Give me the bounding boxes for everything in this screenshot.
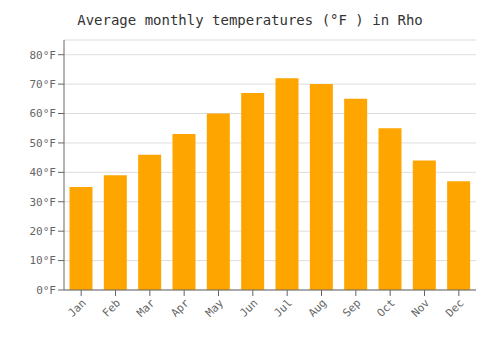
svg-text:Feb: Feb (100, 296, 123, 319)
svg-text:70°F: 70°F (30, 78, 57, 91)
svg-text:30°F: 30°F (30, 196, 57, 209)
svg-text:0°F: 0°F (36, 284, 56, 297)
svg-text:80°F: 80°F (30, 49, 57, 62)
svg-text:Dec: Dec (443, 296, 466, 319)
svg-text:Sep: Sep (340, 296, 363, 319)
svg-text:Jan: Jan (66, 296, 89, 319)
svg-text:60°F: 60°F (30, 107, 57, 120)
svg-text:20°F: 20°F (30, 225, 57, 238)
svg-text:Aug: Aug (306, 296, 329, 319)
html-text:Average monthly temperatures (: Average monthly temperatures (°F ) in Rh… (77, 12, 423, 28)
svg-text:May: May (203, 296, 227, 320)
svg-text:Mar: Mar (134, 296, 158, 320)
svg-text:Nov: Nov (409, 296, 433, 320)
svg-text:40°F: 40°F (30, 166, 57, 179)
svg-text:Oct: Oct (375, 296, 398, 319)
svg-text:Jul: Jul (272, 296, 295, 319)
svg-text:10°F: 10°F (30, 254, 57, 267)
svg-text:50°F: 50°F (30, 137, 57, 150)
svg-text:Apr: Apr (169, 296, 193, 320)
svg-text:Jun: Jun (237, 296, 260, 319)
